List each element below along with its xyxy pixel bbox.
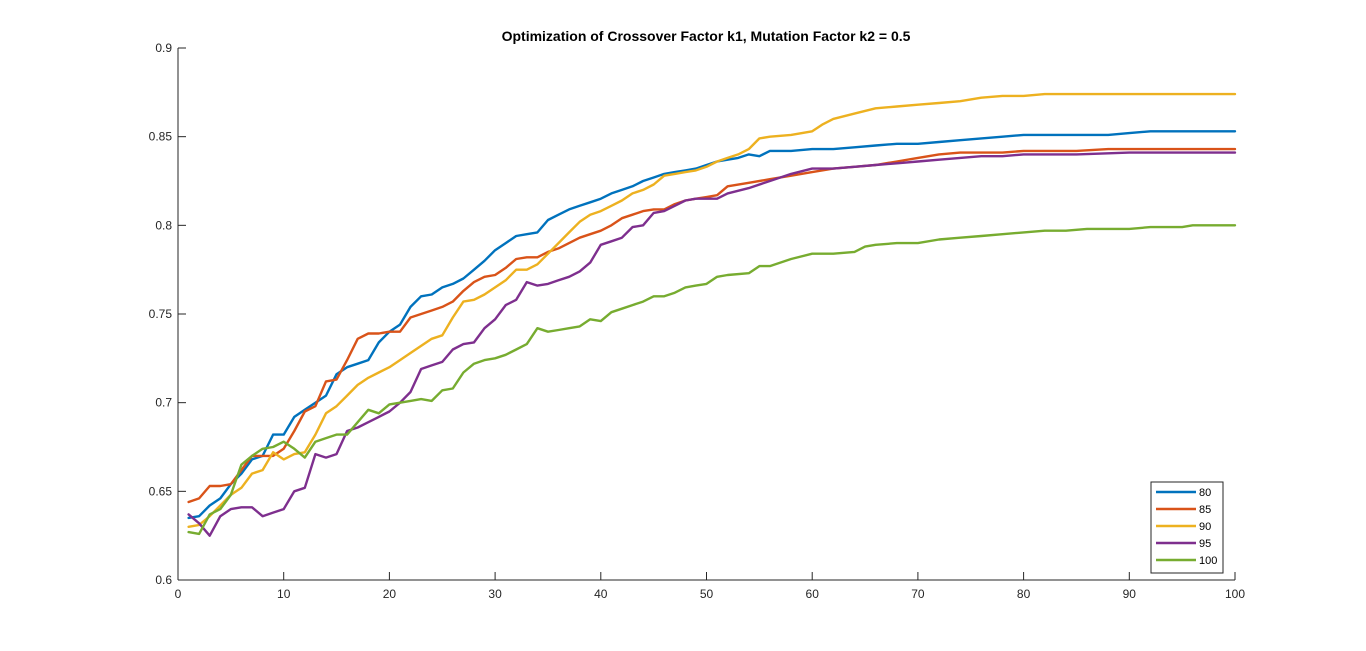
y-tick-label: 0.8 — [155, 218, 172, 232]
x-tick-label: 100 — [1225, 587, 1245, 601]
x-tick-label: 40 — [594, 587, 608, 601]
x-tick-label: 0 — [175, 587, 182, 601]
series-line-80 — [187, 130, 1237, 520]
legend-box — [1150, 481, 1224, 574]
x-tick-label: 80 — [1017, 587, 1031, 601]
x-tick-label: 20 — [383, 587, 397, 601]
y-tick-label: 0.85 — [149, 130, 173, 144]
x-tick-label: 30 — [488, 587, 502, 601]
legend: 80 85 90 95 100 — [1150, 481, 1224, 574]
series-line-90 — [187, 92, 1237, 528]
legend-label-90: 90 — [1199, 521, 1211, 533]
series-layer — [187, 92, 1237, 537]
chart-title: Optimization of Crossover Factor k1, Mut… — [502, 28, 911, 44]
x-tick-label: 50 — [700, 587, 714, 601]
x-tick-label: 70 — [911, 587, 925, 601]
legend-label-95: 95 — [1199, 538, 1211, 550]
x-tick-label: 60 — [806, 587, 820, 601]
legend-label-85: 85 — [1199, 504, 1211, 516]
series-line-100 — [187, 224, 1237, 536]
y-tick-label: 0.6 — [155, 573, 172, 587]
y-tick-label: 0.65 — [149, 484, 173, 498]
plot-area — [178, 48, 1235, 580]
legend-label-100: 100 — [1199, 555, 1217, 567]
axes: 0 10 20 30 40 50 60 70 80 90 100 0.6 0.65 0.7 0.75 0.8 0… — [149, 41, 1246, 601]
y-tick-label: 0.9 — [155, 41, 172, 55]
x-tick-label: 90 — [1123, 587, 1137, 601]
x-tick-label: 10 — [277, 587, 291, 601]
series-line-95 — [187, 151, 1237, 537]
legend-label-80: 80 — [1199, 487, 1211, 499]
y-tick-label: 0.7 — [155, 396, 172, 410]
axes-background — [178, 48, 1235, 580]
y-tick-label: 0.75 — [149, 307, 173, 321]
